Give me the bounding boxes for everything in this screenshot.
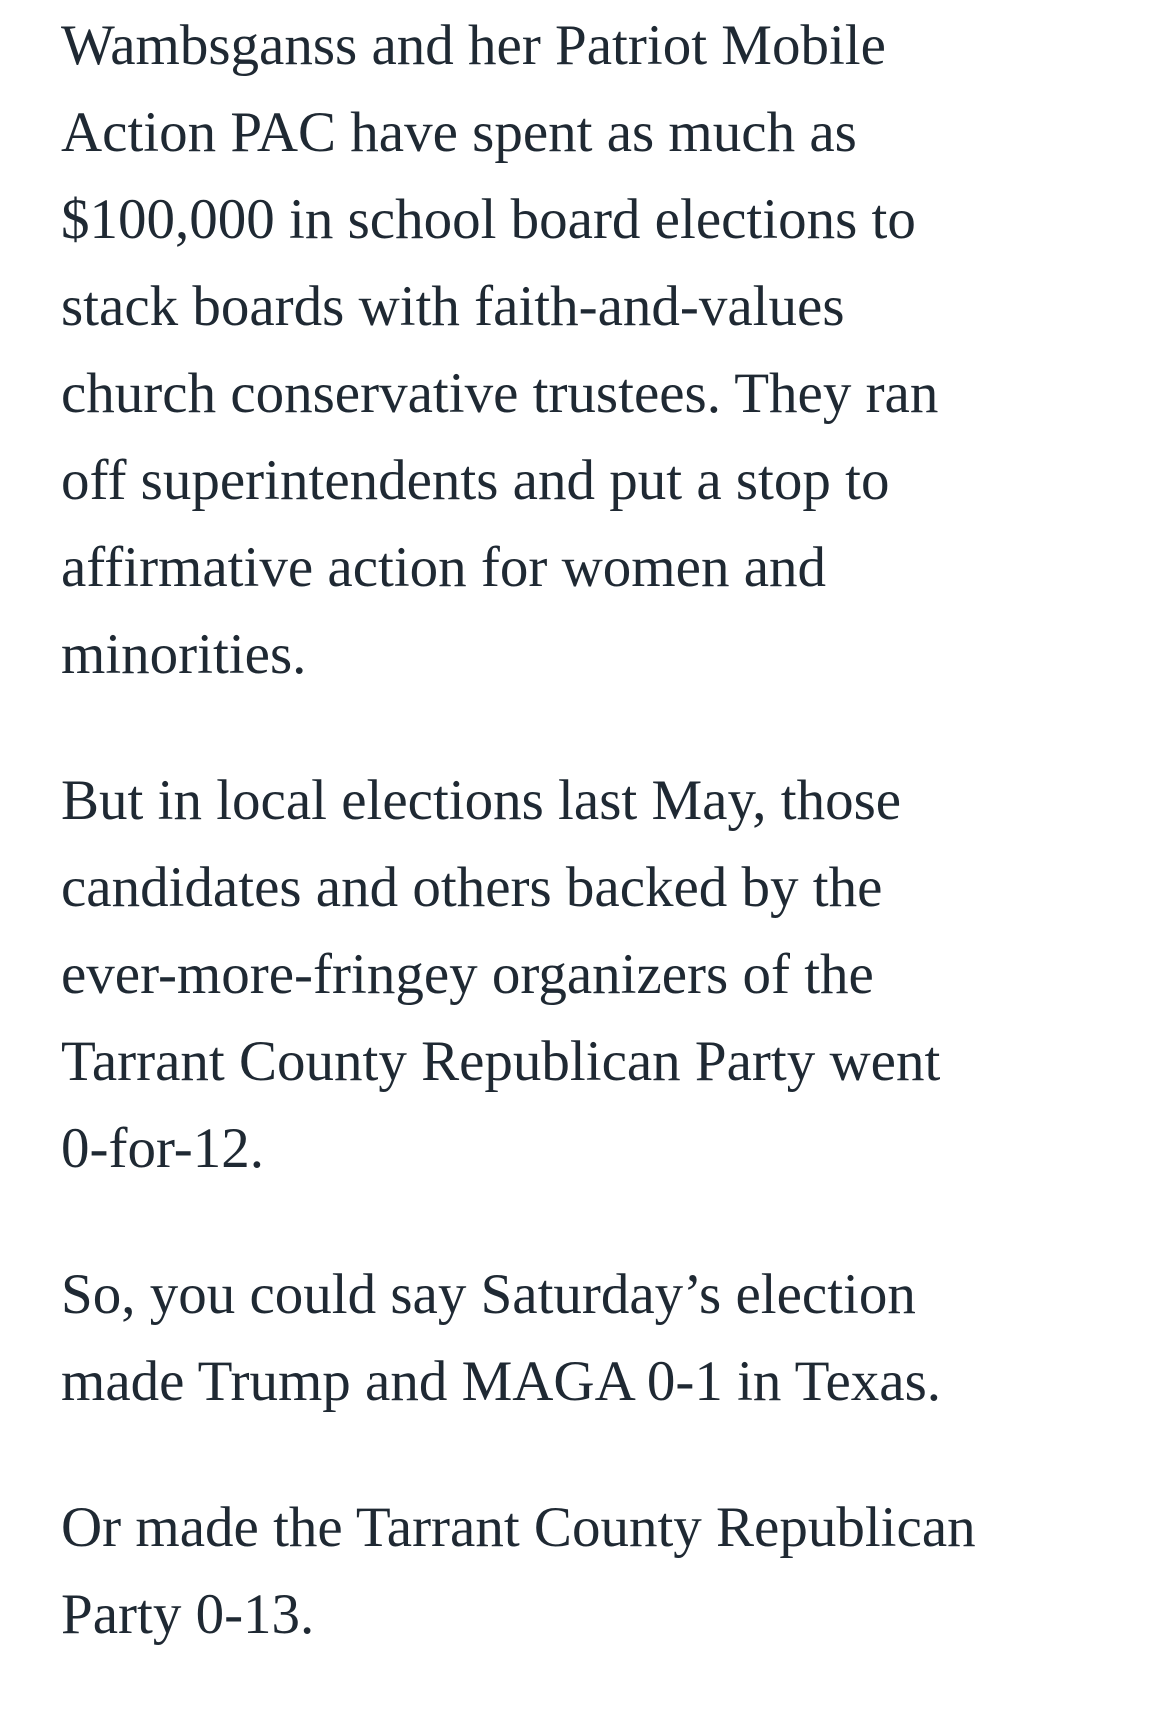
text-line: candidates and others backed by the	[61, 856, 883, 919]
paragraph-2: But in local elections last May, those c…	[61, 757, 1151, 1192]
text-line: Tarrant County Republican Party went	[61, 1030, 941, 1093]
text-line: stack boards with faith-and-values	[61, 275, 845, 338]
text-line: $100,000 in school board elections to	[61, 188, 916, 251]
paragraph-1: Wambsganss and her Patriot Mobile Action…	[61, 2, 1151, 698]
text-line: But in local elections last May, those	[61, 769, 902, 832]
text-line: So, you could say Saturday’s election	[61, 1263, 916, 1326]
article-body: Wambsganss and her Patriot Mobile Action…	[61, 2, 1151, 1717]
paragraph-4: Or made the Tarrant County Republican Pa…	[61, 1484, 1151, 1658]
text-line: 0-for-12.	[61, 1117, 265, 1180]
text-line: Or made the Tarrant County Republican	[61, 1496, 976, 1559]
text-line: minorities.	[61, 623, 307, 686]
text-line: affirmative action for women and	[61, 536, 826, 599]
text-line: Action PAC have spent as much as	[61, 101, 857, 164]
text-line: ever-more-fringey organizers of the	[61, 943, 874, 1006]
paragraph-3: So, you could say Saturday’s election ma…	[61, 1251, 1151, 1425]
text-line: church conservative trustees. They ran	[61, 362, 939, 425]
text-line: off superintendents and put a stop to	[61, 449, 890, 512]
text-line: made Trump and MAGA 0-1 in Texas.	[61, 1350, 942, 1413]
text-line: Wambsganss and her Patriot Mobile	[61, 14, 886, 77]
text-line: Party 0-13.	[61, 1583, 315, 1646]
